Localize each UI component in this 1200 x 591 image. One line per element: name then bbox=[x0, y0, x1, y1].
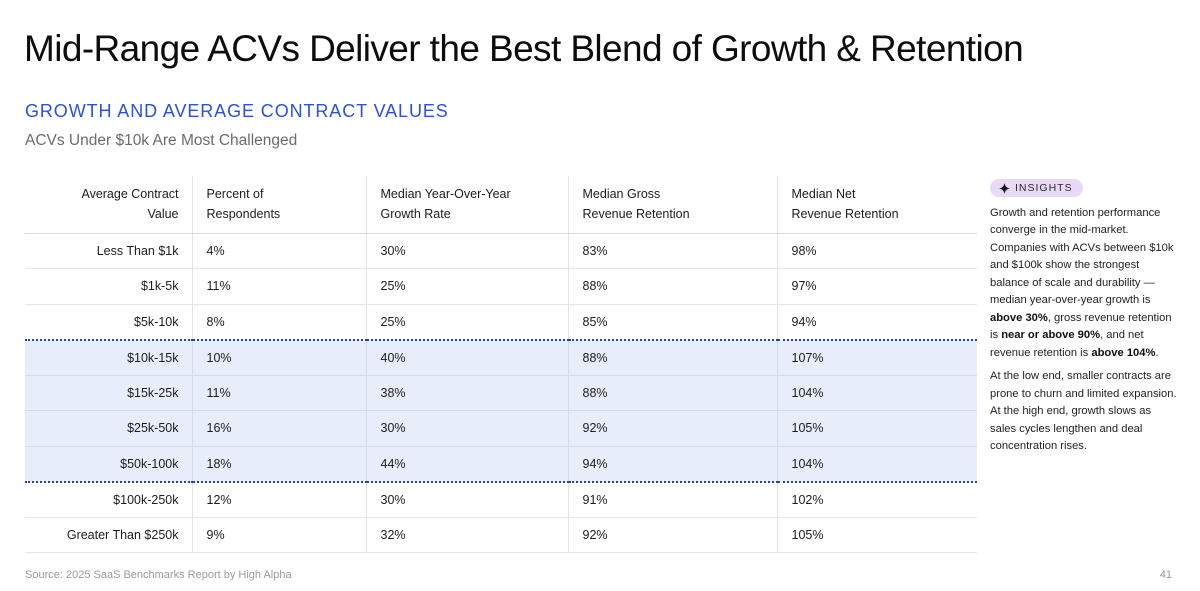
cell-nrr: 105% bbox=[776, 517, 977, 553]
cell-grr: 94% bbox=[567, 446, 777, 483]
table-row-highlighted: $15k-25k 11% 38% 88% 104% bbox=[25, 375, 977, 411]
cell-acv: $25k-50k bbox=[25, 410, 192, 447]
cell-grr: 88% bbox=[567, 375, 777, 411]
insights-paragraph-2: At the low end, smaller contracts are pr… bbox=[990, 370, 1177, 452]
cell-respondents: 4% bbox=[191, 233, 366, 269]
cell-acv: $5k-10k bbox=[25, 304, 192, 340]
cell-growth: 30% bbox=[365, 233, 568, 269]
cell-nrr: 102% bbox=[776, 481, 977, 518]
cell-respondents: 10% bbox=[191, 338, 366, 376]
cell-nrr: 105% bbox=[776, 410, 977, 447]
cell-grr: 83% bbox=[567, 233, 777, 269]
header-grr: Median Gross Revenue Retention bbox=[567, 176, 777, 234]
source-note: Source: 2025 SaaS Benchmarks Report by H… bbox=[25, 569, 292, 581]
cell-growth: 44% bbox=[365, 446, 568, 483]
emphasis-grr: near or above 90% bbox=[1001, 329, 1101, 341]
cell-respondents: 9% bbox=[191, 517, 366, 553]
cell-grr: 88% bbox=[567, 338, 777, 376]
cell-acv: $15k-25k bbox=[25, 375, 192, 411]
table-row-highlighted: $50k-100k 18% 44% 94% 104% bbox=[25, 446, 977, 483]
table-row: $5k-10k 8% 25% 85% 94% bbox=[25, 304, 977, 340]
table-row-highlighted: $10k-15k 10% 40% 88% 107% bbox=[25, 338, 977, 376]
cell-acv: Greater Than $250k bbox=[25, 517, 192, 553]
cell-growth: 32% bbox=[365, 517, 568, 553]
cell-nrr: 107% bbox=[776, 338, 977, 376]
cell-growth: 25% bbox=[365, 268, 568, 305]
table-row: $1k-5k 11% 25% 88% 97% bbox=[25, 268, 977, 305]
cell-grr: 92% bbox=[567, 410, 777, 447]
table-row: Greater Than $250k 9% 32% 92% 105% bbox=[25, 517, 977, 553]
cell-grr: 92% bbox=[567, 517, 777, 553]
cell-acv: $50k-100k bbox=[25, 446, 192, 483]
page-number: 41 bbox=[1159, 569, 1172, 581]
cell-acv: $10k-15k bbox=[25, 338, 192, 376]
section-heading: GROWTH AND AVERAGE CONTRACT VALUES bbox=[25, 101, 449, 121]
header-nrr: Median Net Revenue Retention bbox=[776, 176, 977, 234]
sparkle-icon bbox=[999, 182, 1010, 194]
cell-grr: 91% bbox=[567, 481, 777, 518]
header-growth: Median Year-Over-Year Growth Rate bbox=[365, 176, 568, 234]
header-respondents: Percent of Respondents bbox=[191, 176, 366, 234]
cell-growth: 40% bbox=[365, 338, 568, 376]
insights-panel: INSIGHTS Growth and retention performanc… bbox=[990, 179, 1178, 456]
insights-paragraph-1: Growth and retention performance converg… bbox=[990, 206, 1174, 359]
header-acv: Average Contract Value bbox=[25, 176, 192, 234]
table-header-row: Average Contract Value Percent of Respon… bbox=[25, 176, 977, 234]
acv-table: Average Contract Value Percent of Respon… bbox=[25, 176, 977, 553]
insights-badge-label: INSIGHTS bbox=[1015, 182, 1073, 194]
cell-growth: 30% bbox=[365, 410, 568, 447]
cell-respondents: 8% bbox=[191, 304, 366, 340]
table-row: Less Than $1k 4% 30% 83% 98% bbox=[25, 233, 977, 269]
table-row: $100k-250k 12% 30% 91% 102% bbox=[25, 481, 977, 518]
insights-badge: INSIGHTS bbox=[990, 179, 1083, 197]
cell-growth: 30% bbox=[365, 481, 568, 518]
cell-nrr: 104% bbox=[776, 375, 977, 411]
cell-acv: $1k-5k bbox=[25, 268, 192, 305]
cell-growth: 38% bbox=[365, 375, 568, 411]
cell-grr: 85% bbox=[567, 304, 777, 340]
subtitle: ACVs Under $10k Are Most Challenged bbox=[25, 132, 298, 149]
cell-nrr: 104% bbox=[776, 446, 977, 483]
cell-grr: 88% bbox=[567, 268, 777, 305]
cell-nrr: 94% bbox=[776, 304, 977, 340]
cell-acv: Less Than $1k bbox=[25, 233, 192, 269]
cell-respondents: 12% bbox=[191, 481, 366, 518]
page-title: Mid-Range ACVs Deliver the Best Blend of… bbox=[24, 28, 1024, 69]
emphasis-nrr: above 104% bbox=[1091, 346, 1156, 359]
cell-respondents: 18% bbox=[191, 446, 366, 483]
emphasis-growth: above 30% bbox=[990, 311, 1048, 324]
cell-respondents: 16% bbox=[191, 410, 366, 447]
cell-respondents: 11% bbox=[191, 268, 366, 305]
table-row-highlighted: $25k-50k 16% 30% 92% 105% bbox=[25, 410, 977, 447]
cell-respondents: 11% bbox=[191, 375, 366, 411]
cell-acv: $100k-250k bbox=[25, 481, 192, 518]
cell-nrr: 98% bbox=[776, 233, 977, 269]
cell-growth: 25% bbox=[365, 304, 568, 340]
cell-nrr: 97% bbox=[776, 268, 977, 305]
